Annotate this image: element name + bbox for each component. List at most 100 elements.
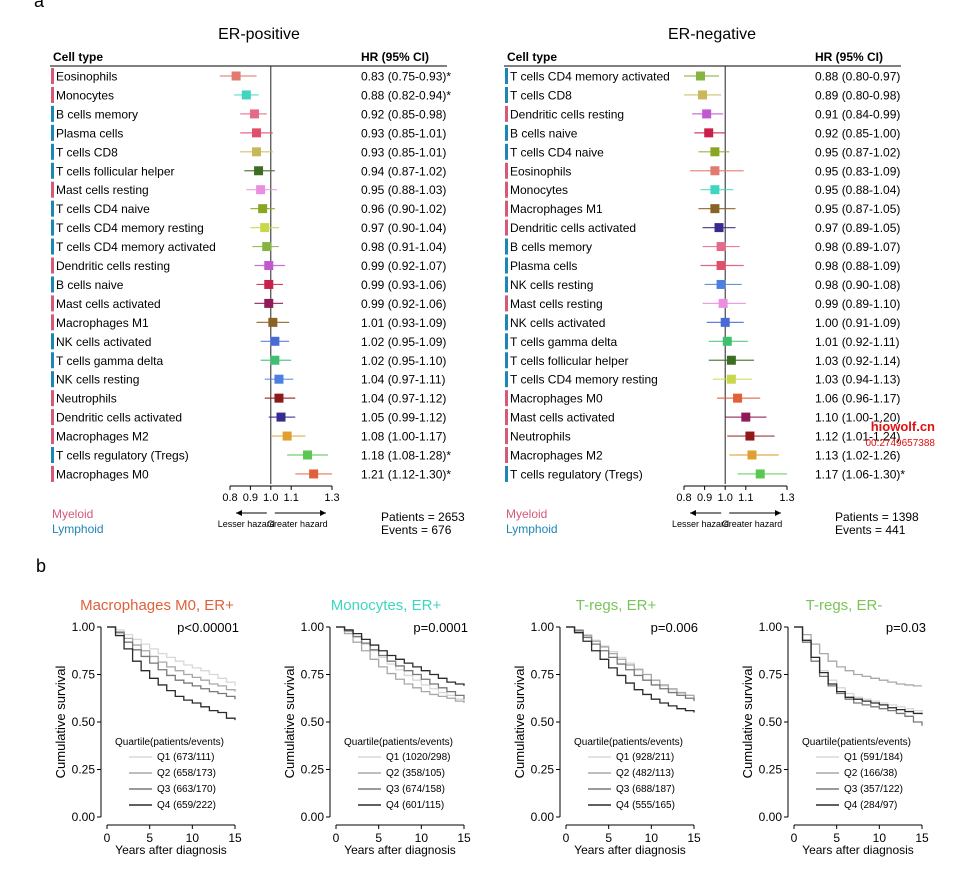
x-tick-label: 0.9: [697, 492, 712, 504]
hr-value: 0.83 (0.75-0.93)*: [361, 70, 451, 84]
hr-marker: [733, 393, 743, 403]
row-label: T cells follicular helper: [56, 164, 175, 178]
row-label: T cells CD4 naive: [510, 145, 604, 159]
hr-value: 0.95 (0.83-1.09): [815, 164, 900, 178]
patients-count: Patients = 1398: [835, 510, 919, 524]
panel-label-a: a: [34, 0, 45, 11]
survival-curve: [566, 626, 695, 700]
lineage-bar: [51, 352, 54, 369]
p-value: p<0.00001: [177, 620, 239, 635]
legend-myeloid: Myeloid: [52, 507, 93, 521]
hr-value: 1.18 (1.08-1.28)*: [361, 449, 451, 463]
row-label: T cells CD4 memory resting: [56, 221, 204, 235]
hr-value: 1.10 (1.00-1.20): [815, 411, 900, 425]
hr-value: 1.04 (0.97-1.12): [361, 392, 446, 406]
row-label: T cells CD4 memory activated: [510, 70, 670, 84]
hr-marker: [747, 450, 757, 460]
hr-marker: [716, 279, 726, 289]
row-label: Eosinophils: [510, 164, 571, 178]
survival-curve: [336, 626, 465, 686]
x-tick-label: 15: [915, 831, 929, 845]
hr-marker: [262, 242, 272, 252]
hr-marker: [268, 317, 278, 327]
lineage-bar: [51, 428, 54, 445]
row-label: T cells regulatory (Tregs): [510, 467, 643, 481]
legend-title: Quartile(patients/events): [115, 737, 224, 748]
hr-marker: [309, 469, 319, 479]
hr-marker: [702, 109, 712, 119]
km-panel-3: T-regs, ER-p=0.03 0.00 0.25 0.50 0.75 1.00 0 5 1…: [740, 597, 929, 857]
legend-entry: Q4 (555/165): [616, 800, 675, 811]
row-label: T cells follicular helper: [510, 354, 629, 368]
legend-entry: Q2 (166/38): [844, 768, 897, 779]
greater-arrow-head: [320, 509, 326, 516]
y-tick-label: 0.00: [72, 810, 96, 824]
survival-curve: [107, 626, 236, 721]
km-title: Macrophages M0, ER+: [80, 597, 234, 614]
hr-marker: [704, 128, 714, 138]
lesser-hazard-label: Lesser hazard: [218, 519, 275, 529]
legend-entry: Q2 (658/173): [157, 768, 216, 779]
hr-marker: [720, 317, 730, 327]
legend-entry: Q2 (482/113): [616, 768, 674, 779]
lineage-bar: [51, 124, 54, 141]
row-label: T cells gamma delta: [56, 354, 163, 368]
km-panel-0: Macrophages M0, ER+ p<0.00001 0.00 0.25 0.50…: [53, 597, 242, 857]
hr-marker: [698, 90, 708, 100]
lineage-bar: [505, 105, 508, 122]
row-label: Mast cells activated: [510, 411, 615, 425]
y-tick-label: 0.25: [72, 763, 96, 777]
legend-entry: Q4 (284/97): [844, 800, 897, 811]
hr-marker: [726, 374, 736, 384]
km-title: T-regs, ER+: [576, 597, 657, 614]
hr-marker: [231, 71, 241, 81]
events-count: Events = 441: [835, 523, 906, 537]
x-tick-label: 1.3: [324, 492, 339, 504]
lineage-bar: [505, 428, 508, 445]
survival-curve: [336, 626, 465, 703]
hr-value: 1.04 (0.97-1.11): [361, 373, 446, 387]
legend-entry: Q3 (663/170): [157, 784, 216, 795]
legend-myeloid: Myeloid: [506, 507, 547, 521]
y-tick-label: 0.00: [759, 810, 783, 824]
lineage-bar: [505, 409, 508, 426]
row-label: NK cells activated: [56, 335, 151, 349]
km-title: Monocytes, ER+: [331, 597, 442, 614]
km-panel-1: Monocytes, ER+ p=0.0001 0.00 0.25 0.50 0.75 1.…: [282, 597, 471, 857]
row-label: B cells memory: [510, 240, 592, 254]
forest-title: ER-positive: [218, 26, 300, 43]
y-axis-label: Cumulative survival: [282, 666, 297, 779]
hr-marker: [249, 109, 259, 119]
x-tick-label: 1.0: [263, 492, 278, 504]
x-tick-label: 10: [873, 831, 887, 845]
hr-marker: [270, 355, 280, 365]
hr-value: 0.94 (0.87-1.02): [361, 164, 446, 178]
legend-title: Quartile(patients/events): [802, 737, 911, 748]
row-label: NK cells resting: [56, 373, 139, 387]
hr-marker: [716, 261, 726, 270]
x-tick-label: 15: [687, 831, 701, 845]
lineage-bar: [51, 465, 54, 482]
hr-marker: [254, 166, 264, 176]
lineage-bar: [51, 371, 54, 388]
lineage-bar: [51, 219, 54, 236]
x-tick-label: 0: [104, 831, 111, 845]
row-label: Plasma cells: [510, 259, 577, 273]
p-value: p=0.0001: [413, 620, 468, 635]
legend-lymphoid: Lymphoid: [52, 522, 104, 536]
km-panel-2: T-regs, ER+ p=0.006 0.00 0.25 0.50 0.75 1.00 0 5…: [512, 597, 701, 857]
row-label: Macrophages M1: [56, 316, 149, 330]
row-label: Dendritic cells activated: [510, 221, 636, 235]
y-tick-label: 1.00: [759, 620, 783, 634]
greater-hazard-label: Greater hazard: [267, 519, 328, 529]
lineage-bar: [51, 295, 54, 312]
hr-value: 0.98 (0.90-1.08): [815, 278, 900, 292]
hr-value: 0.99 (0.89-1.10): [815, 297, 900, 311]
row-label: Neutrophils: [510, 430, 571, 444]
lineage-bar: [505, 295, 508, 312]
x-axis-label: Years after diagnosis: [802, 843, 914, 857]
legend-entry: Q3 (357/122): [844, 784, 903, 795]
lineage-bar: [505, 181, 508, 198]
y-tick-label: 0.75: [301, 668, 325, 682]
hr-marker: [264, 261, 274, 270]
